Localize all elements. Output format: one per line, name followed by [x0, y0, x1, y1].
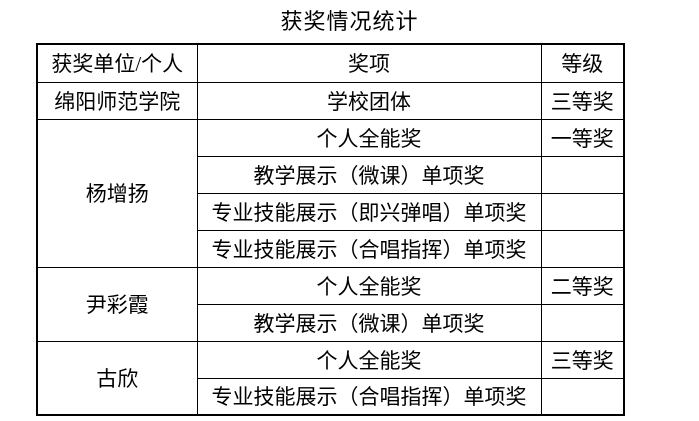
unit-cell: 杨增扬: [36, 118, 198, 268]
unit-cell: 绵阳师范学院: [36, 81, 198, 120]
grade-cell: [540, 303, 625, 342]
unit-cell: 古欣: [36, 340, 198, 416]
table-row: 杨增扬 个人全能奖 一等奖: [36, 118, 625, 268]
awards-table-body: 绵阳师范学院 学校团体 三等奖 杨增扬 个人全能奖 一等奖 教学展示（微课）单项奖 专业技能展…: [36, 81, 625, 416]
award-cell: 学校团体: [196, 81, 542, 120]
table-row: 古欣 个人全能奖 三等奖: [36, 340, 625, 416]
table-row: 专业技能展示（合唱指挥）单项奖: [37, 377, 625, 416]
awards-table: 获奖单位/个人 奖项 等级 绵阳师范学院 学校团体 三等奖 杨增扬 个人全能奖 一等奖 教学…: [36, 43, 625, 416]
table-header-row: 获奖单位/个人 奖项 等级: [36, 43, 625, 83]
table-row: 尹彩霞 个人全能奖 二等奖: [36, 266, 625, 342]
grade-cell: 二等奖: [540, 266, 625, 305]
table-row: 教学展示（微课）单项奖: [37, 155, 625, 194]
table-row: 教学展示（微课）单项奖: [37, 303, 625, 342]
grade-cell: 一等奖: [540, 118, 625, 157]
grade-cell: [540, 229, 625, 268]
award-cell: 专业技能展示（即兴弹唱）单项奖: [196, 192, 542, 231]
award-cell: 个人全能奖: [196, 266, 542, 305]
grade-cell: [540, 192, 625, 231]
column-header-award: 奖项: [196, 43, 542, 83]
grade-cell: [540, 377, 625, 416]
award-cell: 个人全能奖: [196, 118, 542, 157]
award-cell: 专业技能展示（合唱指挥）单项奖: [196, 377, 542, 416]
grade-cell: [540, 155, 625, 194]
award-cell: 教学展示（微课）单项奖: [196, 303, 542, 342]
column-header-grade: 等级: [540, 43, 625, 83]
award-cell: 教学展示（微课）单项奖: [196, 155, 542, 194]
table-row: 专业技能展示（合唱指挥）单项奖: [37, 229, 625, 268]
column-header-unit: 获奖单位/个人: [36, 43, 198, 83]
unit-cell: 尹彩霞: [36, 266, 198, 342]
table-row: 绵阳师范学院 学校团体 三等奖: [36, 81, 625, 120]
grade-cell: 三等奖: [540, 340, 625, 379]
award-cell: 专业技能展示（合唱指挥）单项奖: [196, 229, 542, 268]
page-title: 获奖情况统计: [280, 9, 419, 34]
award-cell: 个人全能奖: [196, 340, 542, 379]
grade-cell: 三等奖: [540, 81, 625, 120]
